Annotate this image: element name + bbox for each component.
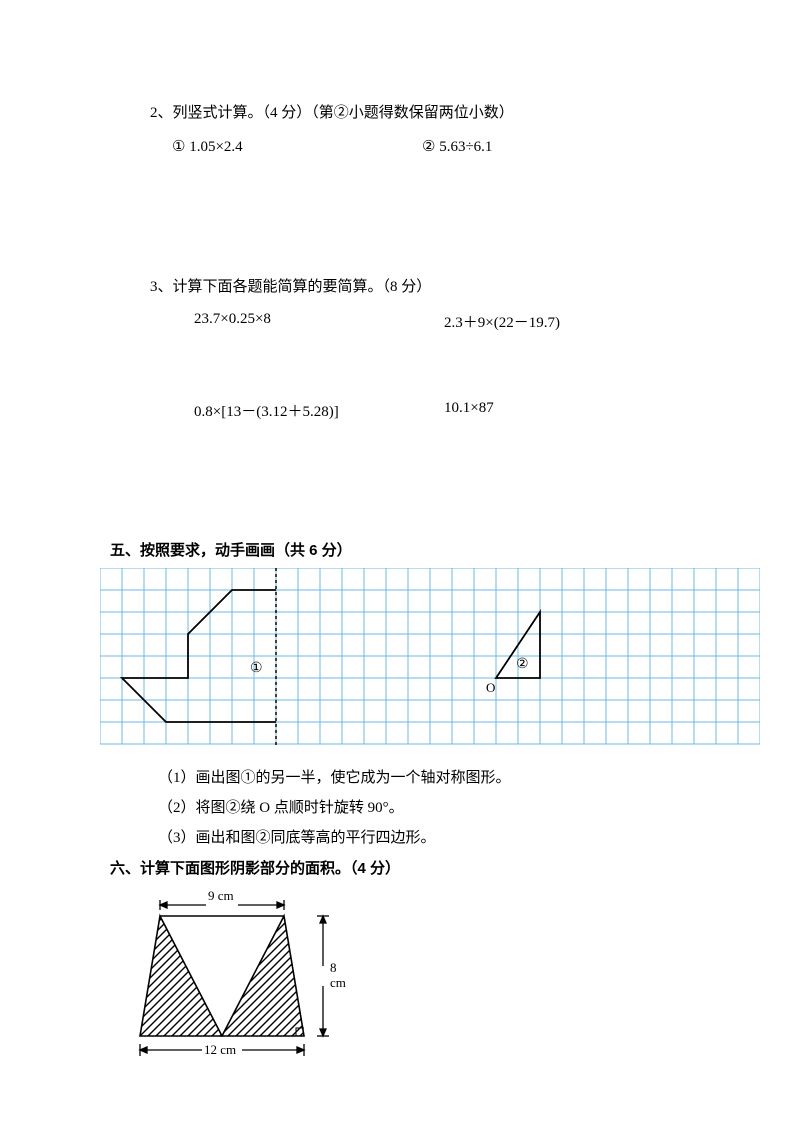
bottom-dim: 12 cm — [204, 1042, 236, 1057]
top-dim: 9 cm — [208, 888, 234, 903]
q3-r2-a: 0.8×[13－(3.12＋5.28)] — [194, 400, 444, 421]
q3-row-2: 0.8×[13－(3.12＋5.28)] 10.1×87 — [150, 400, 690, 421]
section5-instructions: （1）画出图①的另一半，使它成为一个轴对称图形。 （2）将图②绕 O 点顺时针旋… — [110, 763, 690, 853]
q2-items: ① 1.05×2.4 ② 5.63÷6.1 — [150, 137, 690, 156]
q3-title: 3、计算下面各题能简算的要简算。（8 分） — [150, 274, 690, 301]
q3-r1-a: 23.7×0.25×8 — [194, 311, 444, 332]
section6-title: 六、计算下面图形阴影部分的面积。（4 分） — [110, 857, 690, 878]
svg-text:①: ① — [250, 661, 263, 676]
q3-r2-b: 10.1×87 — [444, 400, 494, 421]
instr-2: （2）将图②绕 O 点顺时针旋转 90°。 — [158, 793, 690, 823]
svg-text:②: ② — [516, 657, 529, 672]
grid-figure: ① ② O — [100, 568, 690, 753]
height-dim-top: 8 — [330, 960, 337, 975]
q3-row-1: 23.7×0.25×8 2.3＋9×(22－19.7) — [150, 311, 690, 332]
q2-item-a: ① 1.05×2.4 — [172, 137, 422, 156]
height-dim-bot: cm — [330, 975, 346, 990]
q3-r1-b: 2.3＋9×(22－19.7) — [444, 311, 560, 332]
instr-1: （1）画出图①的另一半，使它成为一个轴对称图形。 — [158, 763, 690, 793]
instr-3: （3）画出和图②同底等高的平行四边形。 — [158, 823, 690, 853]
section6-figure: 9 cm 8 cm — [110, 886, 690, 1081]
svg-text:O: O — [486, 680, 495, 695]
section5-title: 五、按照要求，动手画画（共 6 分） — [110, 539, 690, 560]
q2-title: 2、列竖式计算。（4 分）（第②小题得数保留两位小数） — [150, 100, 690, 127]
q2-item-b: ② 5.63÷6.1 — [422, 137, 492, 156]
